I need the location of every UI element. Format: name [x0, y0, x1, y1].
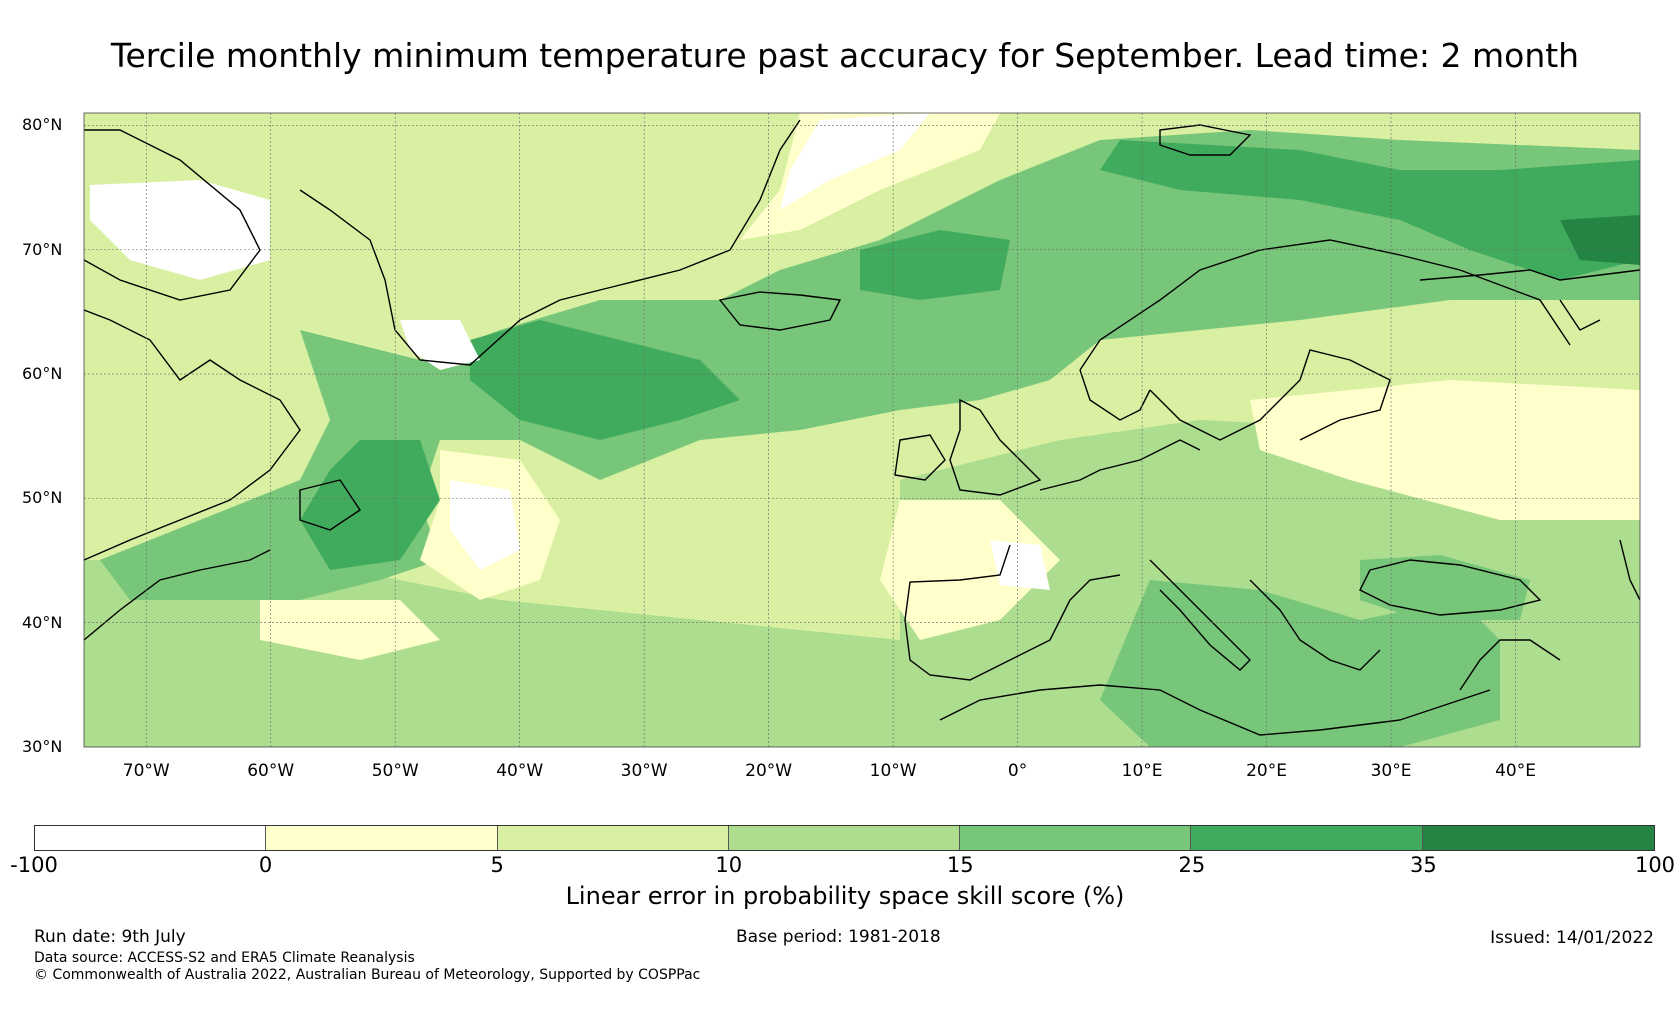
- colorbar-tick-label: 10: [715, 853, 743, 877]
- coastline-iceland: [718, 291, 842, 331]
- colorbar-tick-label: -100: [10, 853, 58, 877]
- lon-label: 0°: [1007, 761, 1028, 781]
- colorbar-tick-label: 5: [490, 853, 504, 877]
- colorbar-segment: [497, 826, 729, 850]
- skill-region-mediterranean: [1100, 580, 1500, 747]
- skill-region-highest-barents: [1560, 215, 1640, 265]
- coastline-caspian: [1619, 539, 1640, 601]
- coastline-svalbard: [1159, 124, 1252, 156]
- coastline-labrador: [84, 309, 301, 561]
- colorbar-tick-label: 15: [946, 853, 974, 877]
- issued-date: Issued: 14/01/2022: [1490, 928, 1654, 948]
- colorbar-tick-label: 0: [258, 853, 273, 877]
- coastline-nova-scotia: [84, 549, 271, 641]
- colorbar-segment: [1191, 826, 1423, 850]
- lat-label: 70°N: [22, 239, 63, 259]
- colorbar-segment: [266, 826, 498, 850]
- lat-label: 40°N: [22, 612, 63, 632]
- coastline-baltic: [1149, 349, 1391, 441]
- skill-region-high-barents: [1100, 140, 1640, 280]
- lat-label: 60°N: [22, 364, 63, 384]
- coastline-white-sea: [1559, 299, 1601, 331]
- skill-region-negative-greenland-tip: [400, 320, 480, 370]
- skill-region-low-iberia: [880, 500, 1060, 640]
- skill-region-norwegian-sea: [860, 230, 1010, 300]
- lon-label: 70°W: [122, 761, 170, 781]
- coastline-north-africa: [939, 684, 1491, 736]
- lon-label: 10°W: [869, 761, 917, 781]
- coastline-europe-west: [1039, 439, 1201, 491]
- lon-label: 50°W: [371, 761, 419, 781]
- colorbar-tick-label: 35: [1410, 853, 1437, 877]
- colorbar-label: Linear error in probability space skill …: [565, 882, 1125, 910]
- coastline-norway-south: [1079, 369, 1151, 421]
- skill-region-negative-greenland-sea: [780, 113, 930, 210]
- data-source: Data source: ACCESS-S2 and ERA5 Climate …: [34, 950, 415, 966]
- coastline-scandinavia: [1079, 239, 1571, 371]
- coastline-balkans: [1249, 579, 1381, 671]
- colorbar: [34, 825, 1655, 851]
- colorbar-tick-label: 25: [1178, 853, 1206, 877]
- copyright: © Commonwealth of Australia 2022, Austra…: [34, 967, 701, 983]
- skill-region-high-labrador: [300, 440, 440, 570]
- run-date: Run date: 9th July: [34, 927, 186, 947]
- lon-label: 20°W: [745, 761, 793, 781]
- lon-label: 30°W: [620, 761, 668, 781]
- coastline-greenland: [299, 119, 801, 366]
- lat-label: 30°N: [22, 737, 63, 756]
- chart-title: Tercile monthly minimum temperature past…: [110, 36, 1580, 75]
- coastline-levant: [1459, 639, 1561, 691]
- lon-label: 40°W: [496, 761, 544, 781]
- colorbar-segment: [1422, 826, 1654, 850]
- colorbar-segment: [728, 826, 961, 850]
- coastline-iberia: [904, 544, 1121, 681]
- lat-label: 80°N: [22, 115, 63, 135]
- coastline-newfoundland: [299, 479, 361, 531]
- map-frame: [83, 112, 1641, 748]
- skill-region-low-eastern-europe: [1250, 380, 1640, 520]
- lon-label: 30°E: [1370, 761, 1412, 781]
- skill-region-high-irminger: [470, 320, 740, 440]
- skill-region-north-atlantic: [100, 130, 1640, 600]
- lon-label: 40°E: [1495, 761, 1536, 781]
- lat-label: 50°N: [22, 488, 63, 508]
- colorbar-segment: [35, 826, 267, 850]
- colorbar-segment: [960, 826, 1192, 850]
- coastline-italy: [1149, 559, 1251, 671]
- lon-label: 20°E: [1246, 761, 1287, 781]
- skill-region-negative-baffin: [90, 180, 270, 280]
- coastline-russia-north: [1419, 269, 1640, 281]
- lon-label: 10°E: [1121, 761, 1163, 781]
- lon-label: 60°W: [247, 761, 295, 781]
- skill-region-negative-france: [990, 540, 1050, 590]
- coastline-uk: [949, 398, 1042, 496]
- skill-region-low-greenland-sea: [740, 113, 1000, 240]
- map-gridlines: [84, 113, 1640, 747]
- skill-region-negative-mid-atlantic: [450, 480, 520, 570]
- coastline-black-sea: [1359, 559, 1542, 616]
- coastlines: [84, 119, 1640, 736]
- colorbar-tick-label: 100: [1634, 853, 1676, 877]
- base-period: Base period: 1981-2018: [736, 927, 941, 947]
- coastline-ireland: [894, 434, 946, 481]
